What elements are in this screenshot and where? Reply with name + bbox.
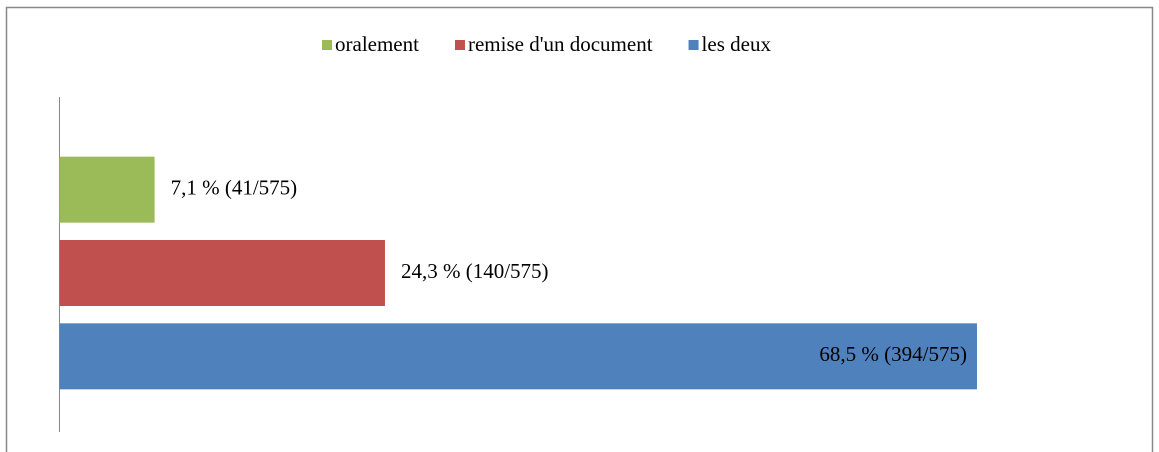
legend-label: les deux bbox=[702, 32, 772, 56]
legend-label: remise d'un document bbox=[468, 32, 653, 56]
legend-swatch bbox=[322, 40, 332, 50]
value-label: 24,3 % (140/575) bbox=[401, 259, 549, 283]
bar bbox=[59, 156, 155, 223]
value-label: 7,1 % (41/575) bbox=[171, 175, 298, 199]
chart-frame bbox=[5, 6, 1154, 452]
legend-swatch bbox=[454, 40, 465, 50]
value-label: 68,5 % (394/575) bbox=[819, 342, 967, 366]
legend-swatch bbox=[688, 40, 699, 50]
legend-label: oralement bbox=[335, 32, 419, 56]
bar bbox=[59, 240, 385, 306]
bar bbox=[59, 323, 977, 390]
